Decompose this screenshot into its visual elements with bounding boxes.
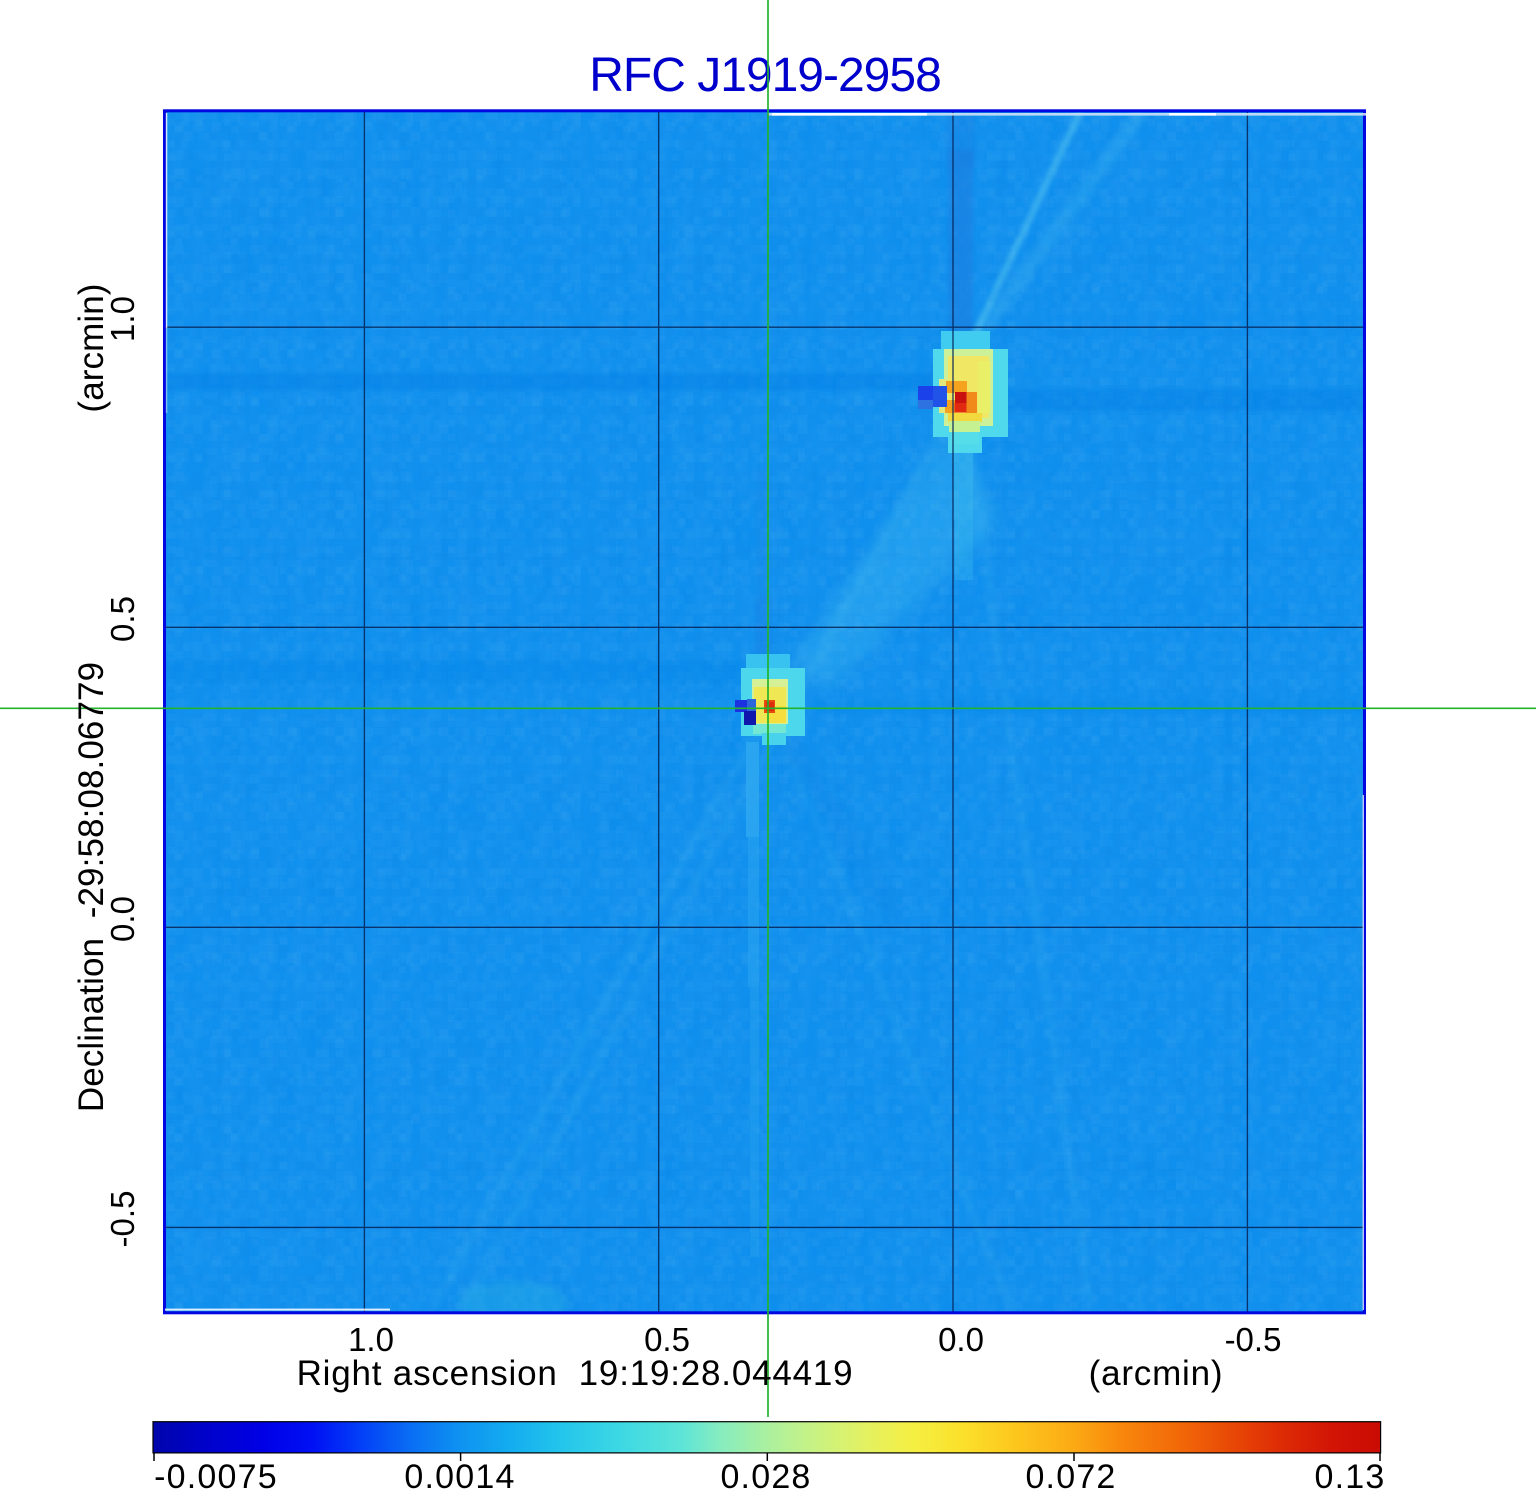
svg-text:1.0: 1.0 [104,296,141,342]
svg-text:0.0014: 0.0014 [404,1458,515,1496]
svg-text:-0.5: -0.5 [104,1191,141,1248]
svg-text:RFC J1919-2958: RFC J1919-2958 [589,49,941,102]
svg-text:0.028: 0.028 [720,1458,811,1496]
svg-text:Right ascension 19:19:28.0444: Right ascension 19:19:28.044419 [297,1354,854,1393]
svg-text:1.0: 1.0 [348,1321,394,1358]
svg-text:0.072: 0.072 [1025,1458,1116,1496]
svg-text:(arcmin): (arcmin) [72,283,111,412]
svg-text:-0.5: -0.5 [1225,1321,1282,1358]
svg-text:-0.0075: -0.0075 [154,1458,278,1496]
svg-text:0.5: 0.5 [104,596,141,642]
svg-text:0.5: 0.5 [644,1321,690,1358]
svg-text:0.0: 0.0 [938,1321,984,1358]
svg-text:(arcmin): (arcmin) [1089,1354,1224,1393]
svg-text:Declination -29:58:08.06779: Declination -29:58:08.06779 [72,662,111,1112]
svg-text:0.13: 0.13 [1315,1458,1386,1496]
svg-text:0.0: 0.0 [104,896,141,942]
